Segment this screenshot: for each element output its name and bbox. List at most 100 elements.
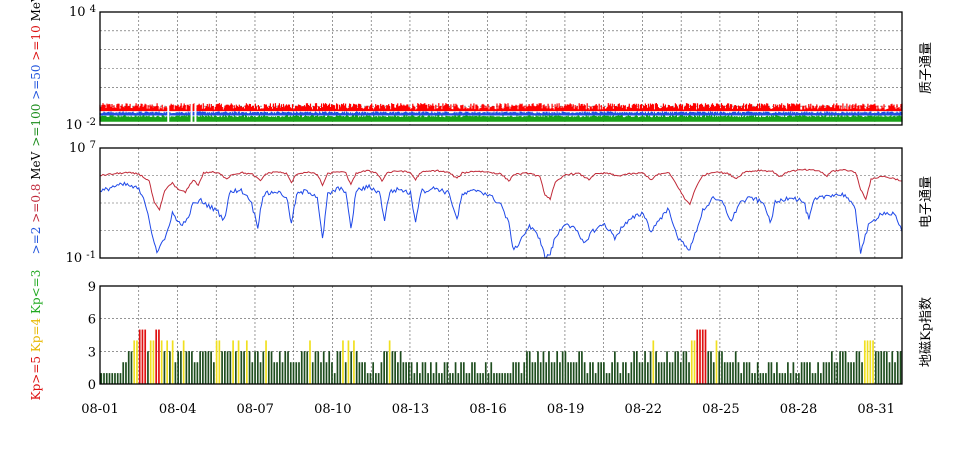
kp-bar bbox=[273, 362, 276, 384]
kp-axis-label: Kp>=5 Kp=4 Kp<=3 bbox=[29, 270, 43, 401]
kp-bar bbox=[600, 362, 602, 384]
kp-bar bbox=[528, 351, 531, 384]
kp-bar bbox=[259, 362, 262, 384]
kp-bar bbox=[850, 362, 852, 384]
electron-series bbox=[99, 168, 903, 259]
kp-bar bbox=[858, 351, 861, 384]
x-tick-label: 08-04 bbox=[159, 402, 196, 417]
kp-bar bbox=[229, 351, 232, 384]
kp-bar bbox=[877, 351, 880, 384]
kp-bar bbox=[482, 373, 484, 384]
kp-bar bbox=[116, 373, 119, 384]
kp-bar bbox=[449, 373, 451, 384]
axis-label-part: >=10 bbox=[29, 25, 43, 64]
kp-bar bbox=[723, 362, 726, 384]
kp-bar bbox=[847, 362, 850, 384]
kp-bar bbox=[171, 340, 174, 384]
kp-bar bbox=[240, 351, 243, 384]
kp-bar bbox=[432, 373, 435, 384]
kp-bar bbox=[899, 351, 902, 384]
kp-bar bbox=[251, 362, 254, 384]
kp-bar bbox=[806, 362, 808, 384]
kp-bar bbox=[517, 362, 520, 384]
kp-bar bbox=[152, 340, 155, 384]
kp-bar bbox=[493, 373, 495, 384]
x-tick-label: 08-19 bbox=[547, 402, 584, 417]
kp-bar bbox=[339, 351, 342, 384]
kp-bar bbox=[232, 340, 234, 384]
tick-exp: -1 bbox=[86, 250, 96, 261]
kp-bar bbox=[685, 351, 688, 384]
kp-bar bbox=[336, 351, 339, 384]
data-gap bbox=[167, 95, 170, 124]
kp-bar bbox=[353, 340, 355, 384]
kp-bar bbox=[740, 373, 743, 384]
kp-bar bbox=[364, 362, 366, 384]
kp-bar bbox=[784, 373, 786, 384]
kp-bar bbox=[572, 362, 575, 384]
kp-bar bbox=[635, 351, 638, 384]
x-tick-label: 08-25 bbox=[702, 402, 739, 417]
kp-bar bbox=[136, 340, 138, 384]
x-tick-label: 08-13 bbox=[392, 402, 429, 417]
kp-bar bbox=[347, 340, 350, 384]
kp-bar bbox=[718, 351, 721, 384]
kp-bar bbox=[874, 351, 877, 384]
kp-bar bbox=[361, 362, 364, 384]
proton-series-1 bbox=[99, 111, 903, 116]
kp-bar bbox=[506, 373, 509, 384]
kp-bar bbox=[679, 362, 682, 384]
kp-bar bbox=[811, 373, 814, 384]
axis-label-part: Kp<=3 bbox=[29, 270, 43, 318]
kp-bar bbox=[641, 362, 644, 384]
axis-label-part: Kp=4 bbox=[29, 317, 43, 356]
kp-bar bbox=[762, 373, 765, 384]
electron-panel-label: 电子通量 bbox=[919, 176, 934, 228]
x-tick-label: 08-16 bbox=[469, 402, 506, 417]
kp-bar bbox=[160, 340, 163, 384]
kp-bar bbox=[465, 373, 468, 384]
kp-bar bbox=[424, 362, 427, 384]
kp-bar bbox=[144, 329, 147, 384]
kp-bar bbox=[787, 362, 789, 384]
kp-bar bbox=[278, 351, 281, 384]
axis-label-part: >=2 bbox=[29, 227, 43, 255]
kp-bar bbox=[314, 351, 317, 384]
kp-bar bbox=[751, 373, 754, 384]
kp-bar bbox=[773, 373, 776, 384]
tick-exp: 7 bbox=[90, 140, 96, 151]
kp-bar bbox=[443, 362, 446, 384]
kp-bar bbox=[666, 351, 668, 384]
kp-bar bbox=[328, 351, 331, 384]
kp-bar bbox=[325, 362, 328, 384]
kp-bar bbox=[537, 351, 539, 384]
x-tick-label: 08-31 bbox=[857, 402, 894, 417]
kp-bar bbox=[204, 351, 207, 384]
kp-bar bbox=[896, 351, 899, 384]
axis-label-part: Kp>=5 bbox=[29, 356, 43, 400]
kp-bar bbox=[729, 362, 732, 384]
kp-bar bbox=[366, 373, 369, 384]
kp-bar bbox=[446, 362, 449, 384]
kp-bar bbox=[105, 373, 108, 384]
kp-bar bbox=[215, 340, 218, 384]
axis-label-part: >=50 bbox=[29, 64, 43, 103]
kp-bar bbox=[281, 362, 284, 384]
data-gap bbox=[190, 95, 193, 124]
kp-ytick: 9 bbox=[88, 280, 96, 295]
kp-bar bbox=[383, 351, 385, 384]
kp-bar bbox=[652, 340, 655, 384]
proton-series-2 bbox=[99, 115, 903, 122]
kp-bar bbox=[320, 362, 322, 384]
kp-bar bbox=[663, 362, 666, 384]
axis-label-part: MeV bbox=[29, 151, 43, 183]
tick-base: 10 bbox=[69, 5, 90, 20]
x-tick-label: 08-01 bbox=[81, 402, 118, 417]
kp-bar bbox=[564, 351, 567, 384]
kp-bar bbox=[649, 351, 652, 384]
kp-bar bbox=[317, 351, 320, 384]
kp-bar bbox=[413, 373, 416, 384]
kp-bar bbox=[311, 362, 314, 384]
kp-bar bbox=[471, 362, 473, 384]
kp-bar bbox=[397, 362, 399, 384]
